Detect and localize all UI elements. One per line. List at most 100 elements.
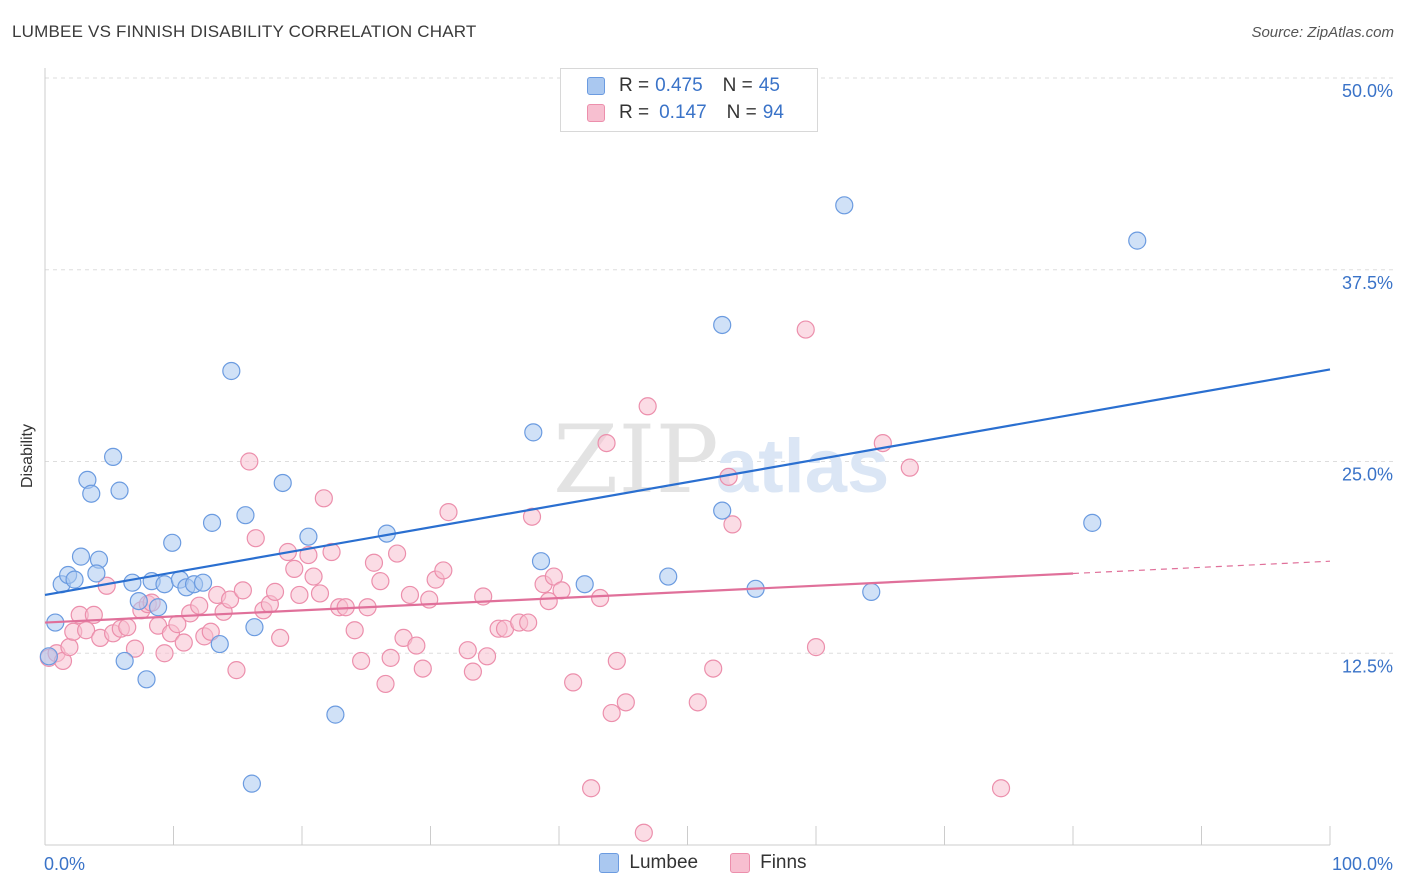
finns-point: [463, 662, 483, 681]
lumbee-point: [531, 552, 551, 571]
lumbee-point: [137, 670, 156, 689]
lumbee-point: [245, 618, 264, 637]
finns-point: [607, 651, 626, 671]
lumbee-point: [163, 533, 182, 552]
finns-point: [582, 779, 601, 798]
lumbee-point: [110, 481, 129, 500]
legend-n-label: N =: [722, 75, 753, 96]
legend-n-label: N =: [726, 102, 757, 123]
finns-point: [796, 320, 815, 339]
finns-point: [227, 661, 246, 680]
finns-point: [616, 693, 635, 712]
x-tick-label: 100.0%: [1332, 854, 1393, 874]
lumbee-point: [115, 651, 134, 671]
finns-point: [413, 659, 432, 678]
finns-point: [900, 458, 919, 477]
finns-point: [314, 489, 333, 508]
finns-point: [704, 659, 723, 678]
lumbee-point: [129, 591, 148, 611]
lumbee-point: [193, 573, 213, 592]
finns-point: [519, 613, 538, 632]
finns-point: [290, 585, 309, 605]
legend-swatch-lumbee: [587, 77, 605, 95]
lumbee-point: [524, 423, 543, 442]
finns-point: [240, 452, 259, 471]
finns-point: [310, 584, 330, 603]
finns-point: [638, 397, 657, 416]
finns-point: [564, 673, 583, 692]
finns-point: [522, 507, 542, 526]
finns-point: [155, 644, 174, 663]
finns-point: [77, 621, 96, 640]
axes-layer: [44, 68, 1331, 846]
finns-point: [434, 561, 453, 580]
source-credit: Source: ZipAtlas.com: [1251, 24, 1394, 41]
finns-point: [387, 544, 407, 563]
legend-swatch-finns: [730, 853, 751, 873]
finns-point: [439, 503, 458, 522]
lumbee-point: [82, 484, 101, 503]
finns-point: [544, 567, 563, 586]
finns-point: [233, 581, 252, 600]
grid-layer: [45, 77, 1393, 654]
lumbee-point: [148, 598, 168, 617]
finns-point: [322, 542, 341, 562]
legend-n-value-finns: 94: [762, 102, 784, 123]
finns-point: [118, 618, 137, 637]
lumbee-point: [222, 361, 241, 381]
finns-point: [60, 638, 79, 657]
lumbee-point: [65, 570, 84, 589]
lumbee-point: [39, 647, 58, 666]
finns-point: [304, 567, 323, 586]
finns-point: [364, 553, 384, 572]
legend-swatch-finns: [587, 104, 605, 122]
finns-point: [376, 674, 395, 694]
lumbee-point: [104, 447, 123, 466]
lumbee-point: [835, 196, 854, 215]
legend-n-value-lumbee: 45: [758, 75, 780, 96]
chart-title: LUMBEE VS FINNISH DISABILITY CORRELATION…: [12, 22, 477, 41]
lumbee-point: [123, 573, 142, 592]
legend-r-label: R =: [619, 75, 650, 96]
x-tick-label: 0.0%: [44, 854, 85, 874]
legend-r-value-lumbee: 0.475: [655, 75, 703, 96]
legend-swatch-lumbee: [599, 853, 620, 873]
lumbee-point: [155, 575, 174, 594]
y-axis-title: Disability: [19, 423, 36, 489]
finns-point: [991, 779, 1011, 798]
finns-point: [352, 651, 371, 671]
finns-point: [400, 585, 420, 605]
finns-point: [174, 633, 193, 652]
finns-point: [299, 545, 318, 565]
lumbee-point: [242, 774, 261, 793]
finns-point: [723, 515, 742, 534]
finns-point: [345, 621, 364, 640]
legend-item-finns: Finns: [730, 852, 807, 874]
finns-point: [246, 529, 265, 548]
finns-point: [552, 581, 571, 600]
finns-trend-extension: [1072, 560, 1331, 575]
lumbee-point: [210, 634, 229, 654]
finns-point: [591, 588, 610, 608]
y-tick-label: 50.0%: [1342, 81, 1393, 101]
finns-point: [477, 647, 497, 666]
lumbee-point: [273, 473, 292, 493]
lumbee-point: [326, 705, 345, 724]
y-tick-label: 12.5%: [1342, 656, 1393, 676]
legend-row-lumbee: R = 0.475 N = 45: [587, 74, 780, 98]
watermark-zip: ZIP: [553, 406, 719, 515]
lumbee-point: [71, 547, 91, 566]
finns-point: [458, 641, 477, 660]
finns-points: [39, 320, 1011, 842]
finns-point: [271, 628, 290, 648]
finns-point: [597, 433, 616, 453]
finns-point: [381, 648, 400, 667]
y-tick-label: 25.0%: [1342, 465, 1393, 485]
finns-point: [539, 591, 558, 611]
correlation-legend: R = 0.475 N = 45 R = 0.147 N = 94: [560, 68, 818, 132]
lumbee-points: [39, 196, 1147, 793]
finns-point: [634, 823, 653, 842]
lumbee-point: [659, 567, 678, 586]
watermark: ZIP atlas: [553, 406, 889, 515]
lumbee-point: [713, 501, 732, 520]
